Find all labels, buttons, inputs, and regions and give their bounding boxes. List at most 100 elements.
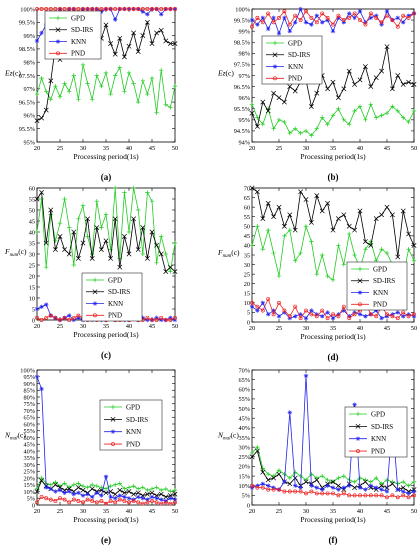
x-axis-label: Processing period(1s) [300, 152, 366, 161]
legend-box [99, 399, 163, 451]
data-point [159, 317, 164, 323]
legend: GPD SD-IRS KNN PND [99, 399, 163, 451]
y-tick-label: 50% [238, 406, 250, 413]
legend-label: KNN [288, 63, 303, 71]
data-point [385, 312, 389, 317]
data-point [140, 78, 145, 84]
data-point [298, 485, 303, 490]
data-point [341, 262, 346, 267]
data-point [154, 318, 159, 322]
data-point [266, 483, 271, 488]
data-point [250, 24, 254, 29]
panel-label: (c) [101, 350, 111, 360]
data-point [412, 312, 416, 317]
data-point [126, 485, 132, 490]
data-point [395, 254, 401, 260]
y-tick-label: 75% [23, 401, 35, 408]
data-point [260, 308, 265, 313]
data-point [112, 491, 118, 497]
data-point [309, 308, 314, 313]
data-point [249, 185, 255, 191]
x-axis-label: Processing period(1s) [300, 332, 366, 341]
y-tick-label: 100% [20, 367, 35, 374]
data-point [168, 489, 173, 494]
data-point [314, 271, 319, 277]
legend-marker [357, 266, 363, 272]
data-point [374, 308, 379, 313]
data-point [108, 7, 113, 11]
data-point [303, 20, 309, 25]
data-point [53, 489, 58, 494]
legend-label: PND [126, 440, 140, 448]
data-point [71, 262, 76, 268]
data-point [140, 496, 145, 501]
y-tick-label: 85% [23, 388, 35, 395]
data-point [341, 491, 346, 496]
legend-label: KNN [71, 38, 86, 46]
data-point [145, 190, 150, 195]
data-point [126, 489, 132, 494]
data-point [48, 207, 54, 213]
data-point [150, 318, 154, 322]
y-tick-label: 50 [244, 224, 250, 231]
data-point [149, 199, 155, 204]
x-tick-label: 25 [276, 145, 283, 152]
data-point [303, 479, 309, 485]
y-tick-label: 94.5% [234, 128, 251, 135]
data-point [401, 314, 406, 319]
data-point [127, 7, 131, 11]
data-point [357, 77, 363, 83]
data-point [112, 216, 118, 222]
x-tick-label: 20 [249, 145, 256, 152]
data-point [117, 65, 122, 70]
data-point [122, 7, 127, 11]
data-point [374, 314, 379, 319]
panel-a: 95% 95.5% 96% 96.5% 97% 97.5% 98% 98.5% 99% 99.5%… [4, 6, 178, 182]
data-point [406, 495, 411, 500]
data-point [136, 7, 141, 11]
data-point [255, 308, 260, 313]
data-point [320, 308, 325, 313]
data-point [330, 485, 336, 490]
data-point [35, 7, 39, 11]
legend-marker [92, 289, 98, 295]
data-point [39, 196, 44, 202]
data-point [39, 75, 44, 81]
data-point [325, 491, 330, 496]
panel-label: (f) [329, 535, 338, 545]
data-point [159, 497, 164, 502]
data-point [384, 250, 390, 256]
data-point [271, 475, 277, 481]
y-tick-label: 55% [238, 396, 250, 403]
y-tick-label: 15% [23, 482, 35, 489]
data-point [411, 479, 417, 485]
data-point [320, 473, 325, 479]
data-point [395, 316, 400, 321]
data-point [287, 84, 293, 90]
data-point [271, 308, 276, 313]
data-point [98, 247, 104, 253]
data-point [163, 486, 168, 491]
legend-label: SD-IRS [371, 423, 393, 431]
data-point [282, 471, 287, 477]
y-tick-label: 5 [247, 310, 250, 317]
data-point [149, 229, 155, 235]
data-point [314, 491, 319, 496]
data-point [314, 193, 320, 199]
x-tick-label: 35 [103, 508, 110, 515]
y-tick-label: 55% [23, 428, 35, 435]
data-point [168, 318, 173, 322]
y-tick-label: 97% [238, 73, 250, 80]
y-tick-label: 45% [23, 442, 35, 449]
y-tick-label: 0 [32, 502, 35, 509]
data-point [271, 90, 277, 96]
data-point [379, 315, 384, 321]
data-point [298, 189, 304, 195]
data-point [76, 313, 81, 318]
legend: GPD SD-IRS KNN PND [346, 261, 408, 311]
data-point [276, 314, 282, 319]
legend: GPD SD-IRS KNN PND [344, 406, 408, 458]
data-point [35, 315, 39, 320]
data-point [168, 496, 173, 501]
data-point [358, 18, 362, 23]
